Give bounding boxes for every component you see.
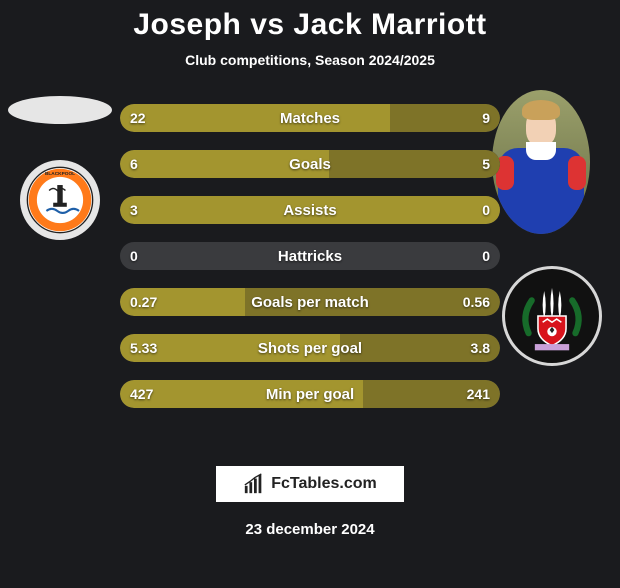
portrait-collar: [526, 142, 556, 160]
stat-label: Matches: [120, 104, 500, 132]
stat-label: Hattricks: [120, 242, 500, 270]
footer-date: 23 december 2024: [0, 521, 620, 538]
blackpool-crest-icon: BLACKPOOL: [26, 166, 94, 234]
left-club-crest: BLACKPOOL: [20, 160, 100, 240]
footer-brand-text: FcTables.com: [271, 475, 377, 493]
stat-value-right: 0.56: [463, 288, 490, 316]
wrexham-crest-icon: [513, 277, 591, 355]
stat-value-right: 5: [482, 150, 490, 178]
stat-value-left: 6: [130, 150, 138, 178]
stat-label: Shots per goal: [120, 334, 500, 362]
stat-value-left: 3: [130, 196, 138, 224]
stat-label: Goals per match: [120, 288, 500, 316]
svg-text:BLACKPOOL: BLACKPOOL: [45, 171, 75, 177]
page-title: Joseph vs Jack Marriott: [0, 8, 620, 42]
stat-label: Min per goal: [120, 380, 500, 408]
left-player-base: [8, 96, 112, 124]
right-player-portrait: [492, 90, 590, 234]
stat-row: Min per goal427 241: [120, 380, 500, 408]
stat-row: Assists3 0: [120, 196, 500, 224]
stat-label: Goals: [120, 150, 500, 178]
stat-label: Assists: [120, 196, 500, 224]
fctables-logo-icon: [243, 473, 265, 495]
stat-value-left: 427: [130, 380, 153, 408]
right-club-crest: [502, 266, 602, 366]
portrait-sleeve-right: [568, 156, 586, 190]
stat-value-right: 3.8: [471, 334, 490, 362]
stat-value-left: 0: [130, 242, 138, 270]
comparison-main: BLACKPOOL Matches229Goals65Assists30Hatt: [0, 96, 620, 436]
footer-brand: FcTables.com: [216, 466, 404, 502]
stat-value-right: 0: [482, 196, 490, 224]
stat-row: Goals6 5: [120, 150, 500, 178]
stat-value-right: 9: [482, 104, 490, 132]
stat-value-left: 5.33: [130, 334, 157, 362]
stat-value-left: 0.27: [130, 288, 157, 316]
stat-value-left: 22: [130, 104, 146, 132]
page-subtitle: Club competitions, Season 2024/2025: [0, 52, 620, 68]
stat-row: Goals per match0.27 0.56: [120, 288, 500, 316]
stat-value-right: 241: [467, 380, 490, 408]
stat-bars: Matches229Goals65Assists30Hattricks00Goa…: [120, 104, 500, 426]
stat-row: Matches22 9: [120, 104, 500, 132]
stat-row: Shots per goal5.33 3.8: [120, 334, 500, 362]
stat-value-right: 0: [482, 242, 490, 270]
stat-row: Hattricks0 0: [120, 242, 500, 270]
